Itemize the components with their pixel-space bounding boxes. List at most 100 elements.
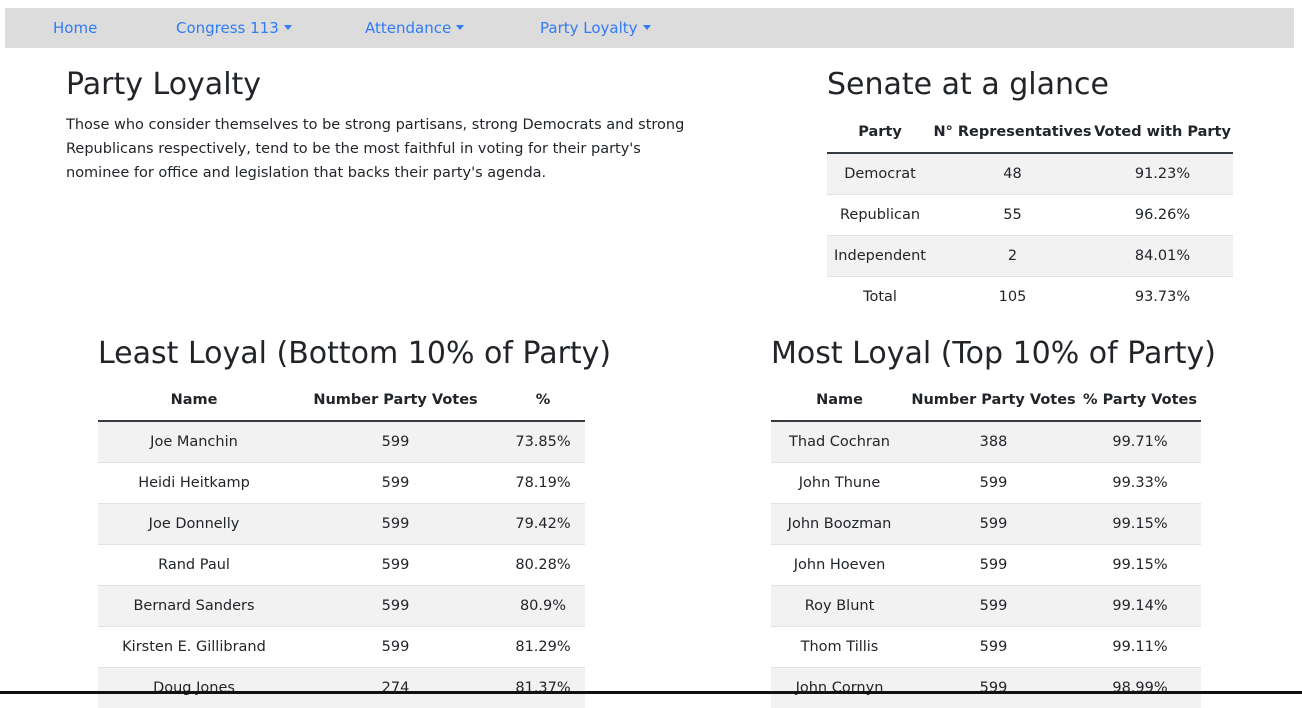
table-row: John Hoeven 599 99.15% bbox=[771, 545, 1201, 586]
percent-cell: 81.29% bbox=[501, 627, 585, 668]
name-cell: John Cornyn bbox=[771, 668, 908, 708]
table-row: Thad Cochran 388 99.71% bbox=[771, 421, 1201, 463]
intro-paragraph: Those who consider themselves to be stro… bbox=[66, 113, 706, 185]
percent-cell: 99.33% bbox=[1079, 463, 1201, 504]
table-row: Heidi Heitkamp 599 78.19% bbox=[98, 463, 585, 504]
votes-cell: 274 bbox=[290, 668, 501, 708]
nav-congress-label: Congress 113 bbox=[176, 19, 279, 37]
voted-cell: 93.73% bbox=[1092, 277, 1233, 318]
nav-congress-dropdown[interactable]: Congress 113 bbox=[176, 8, 292, 48]
table-row: Democrat 48 91.23% bbox=[827, 153, 1233, 195]
voted-cell: 91.23% bbox=[1092, 153, 1233, 195]
most-header-name: Name bbox=[771, 380, 908, 421]
votes-cell: 599 bbox=[290, 545, 501, 586]
most-loyal-title: Most Loyal (Top 10% of Party) bbox=[771, 336, 1216, 372]
reps-cell: 105 bbox=[933, 277, 1092, 318]
voted-cell: 96.26% bbox=[1092, 195, 1233, 236]
chevron-down-icon bbox=[456, 25, 464, 30]
votes-cell: 599 bbox=[290, 586, 501, 627]
name-cell: Bernard Sanders bbox=[98, 586, 290, 627]
nav-loyalty-dropdown[interactable]: Party Loyalty bbox=[540, 8, 651, 48]
table-row: Bernard Sanders 599 80.9% bbox=[98, 586, 585, 627]
chevron-down-icon bbox=[284, 25, 292, 30]
name-cell: John Boozman bbox=[771, 504, 908, 545]
percent-cell: 81.37% bbox=[501, 668, 585, 708]
least-header-votes: Number Party Votes bbox=[290, 380, 501, 421]
page-title: Party Loyalty bbox=[66, 67, 261, 103]
most-header-row: Name Number Party Votes % Party Votes bbox=[771, 380, 1201, 421]
table-row: Rand Paul 599 80.28% bbox=[98, 545, 585, 586]
percent-cell: 99.71% bbox=[1079, 421, 1201, 463]
percent-cell: 99.14% bbox=[1079, 586, 1201, 627]
table-row: John Cornyn 599 98.99% bbox=[771, 668, 1201, 708]
table-row: Independent 2 84.01% bbox=[827, 236, 1233, 277]
table-row: Roy Blunt 599 99.14% bbox=[771, 586, 1201, 627]
glance-table: Party N° Representatives Voted with Part… bbox=[827, 112, 1233, 317]
table-row: Republican 55 96.26% bbox=[827, 195, 1233, 236]
votes-cell: 599 bbox=[908, 545, 1079, 586]
percent-cell: 80.28% bbox=[501, 545, 585, 586]
reps-cell: 48 bbox=[933, 153, 1092, 195]
navbar: Home Congress 113 Attendance Party Loyal… bbox=[5, 8, 1294, 48]
name-cell: Thom Tillis bbox=[771, 627, 908, 668]
voted-cell: 84.01% bbox=[1092, 236, 1233, 277]
glance-header-voted: Voted with Party bbox=[1092, 112, 1233, 153]
least-header-name: Name bbox=[98, 380, 290, 421]
least-loyal-title: Least Loyal (Bottom 10% of Party) bbox=[98, 336, 611, 372]
votes-cell: 599 bbox=[908, 504, 1079, 545]
least-header-row: Name Number Party Votes % bbox=[98, 380, 585, 421]
table-row: Total 105 93.73% bbox=[827, 277, 1233, 318]
glance-header-party: Party bbox=[827, 112, 933, 153]
nav-loyalty-label: Party Loyalty bbox=[540, 19, 638, 37]
most-header-percent: % Party Votes bbox=[1079, 380, 1201, 421]
name-cell: Rand Paul bbox=[98, 545, 290, 586]
chevron-down-icon bbox=[643, 25, 651, 30]
votes-cell: 599 bbox=[908, 463, 1079, 504]
votes-cell: 599 bbox=[290, 463, 501, 504]
least-header-percent: % bbox=[501, 380, 585, 421]
table-row: Joe Manchin 599 73.85% bbox=[98, 421, 585, 463]
reps-cell: 2 bbox=[933, 236, 1092, 277]
name-cell: Joe Manchin bbox=[98, 421, 290, 463]
percent-cell: 98.99% bbox=[1079, 668, 1201, 708]
votes-cell: 388 bbox=[908, 421, 1079, 463]
party-cell: Republican bbox=[827, 195, 933, 236]
glance-title: Senate at a glance bbox=[827, 67, 1109, 103]
table-row: Kirsten E. Gillibrand 599 81.29% bbox=[98, 627, 585, 668]
votes-cell: 599 bbox=[290, 504, 501, 545]
glance-header-reps: N° Representatives bbox=[933, 112, 1092, 153]
percent-cell: 99.15% bbox=[1079, 545, 1201, 586]
glance-header-row: Party N° Representatives Voted with Part… bbox=[827, 112, 1233, 153]
most-header-votes: Number Party Votes bbox=[908, 380, 1079, 421]
percent-cell: 80.9% bbox=[501, 586, 585, 627]
nav-attendance-dropdown[interactable]: Attendance bbox=[365, 8, 464, 48]
name-cell: John Hoeven bbox=[771, 545, 908, 586]
party-cell: Democrat bbox=[827, 153, 933, 195]
table-row: Joe Donnelly 599 79.42% bbox=[98, 504, 585, 545]
reps-cell: 55 bbox=[933, 195, 1092, 236]
percent-cell: 79.42% bbox=[501, 504, 585, 545]
percent-cell: 73.85% bbox=[501, 421, 585, 463]
votes-cell: 599 bbox=[908, 586, 1079, 627]
nav-home-link[interactable]: Home bbox=[53, 8, 97, 48]
name-cell: Thad Cochran bbox=[771, 421, 908, 463]
name-cell: Roy Blunt bbox=[771, 586, 908, 627]
name-cell: Kirsten E. Gillibrand bbox=[98, 627, 290, 668]
votes-cell: 599 bbox=[290, 627, 501, 668]
table-row: John Thune 599 99.33% bbox=[771, 463, 1201, 504]
table-row: John Boozman 599 99.15% bbox=[771, 504, 1201, 545]
party-cell: Independent bbox=[827, 236, 933, 277]
votes-cell: 599 bbox=[908, 668, 1079, 708]
percent-cell: 99.11% bbox=[1079, 627, 1201, 668]
votes-cell: 599 bbox=[908, 627, 1079, 668]
percent-cell: 99.15% bbox=[1079, 504, 1201, 545]
nav-attendance-label: Attendance bbox=[365, 19, 451, 37]
name-cell: Heidi Heitkamp bbox=[98, 463, 290, 504]
least-loyal-table: Name Number Party Votes % Joe Manchin 59… bbox=[98, 380, 585, 708]
most-loyal-table: Name Number Party Votes % Party Votes Th… bbox=[771, 380, 1201, 708]
party-cell: Total bbox=[827, 277, 933, 318]
name-cell: John Thune bbox=[771, 463, 908, 504]
table-row: Doug Jones 274 81.37% bbox=[98, 668, 585, 708]
table-row: Thom Tillis 599 99.11% bbox=[771, 627, 1201, 668]
name-cell: Doug Jones bbox=[98, 668, 290, 708]
